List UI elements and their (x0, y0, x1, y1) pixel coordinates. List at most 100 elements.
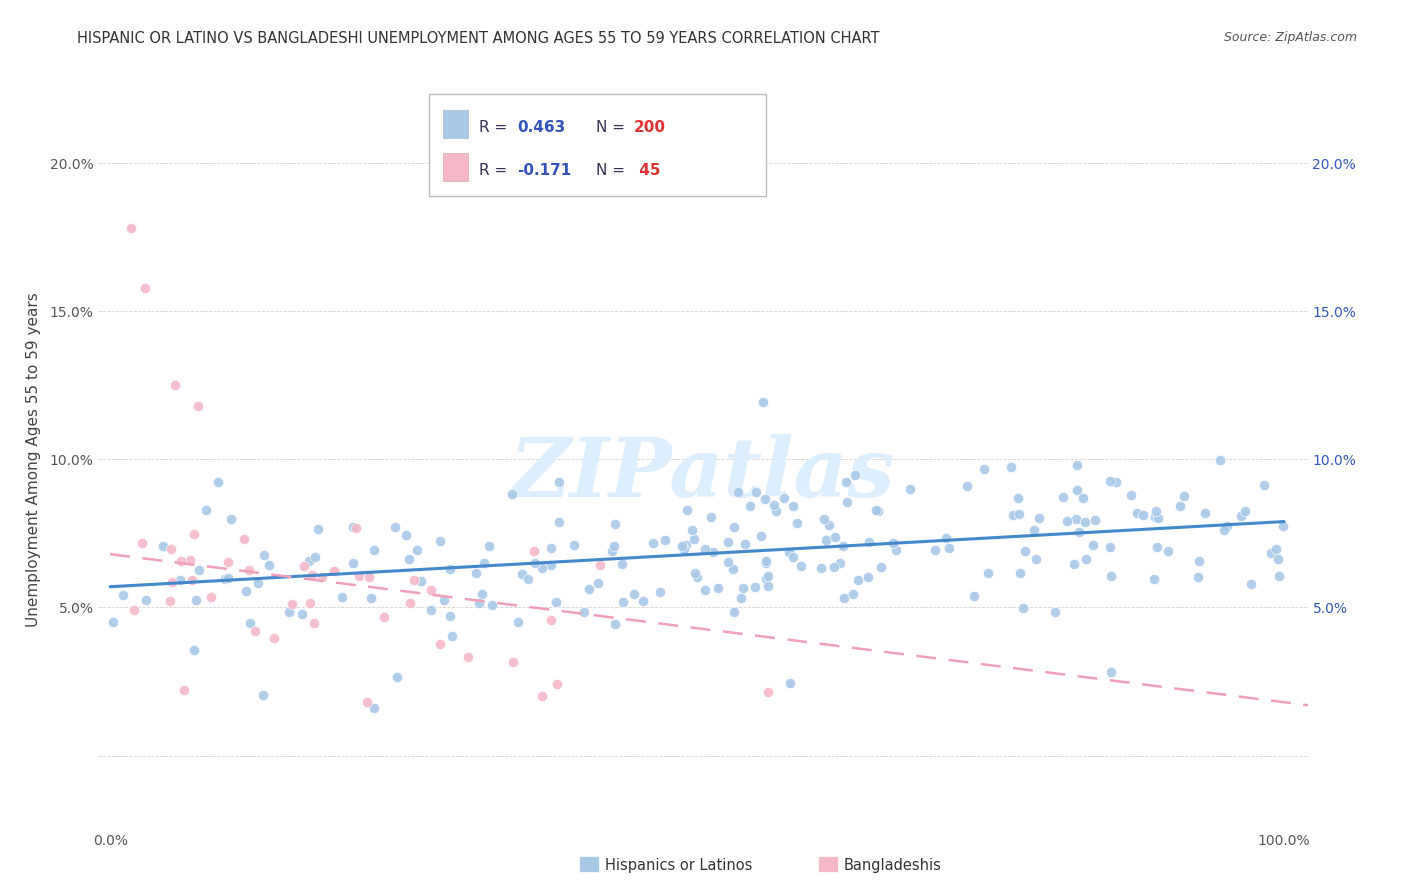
Point (395, 528, 418, 542)
Point (298, 596, 321, 610)
Point (1081, 538, 1104, 552)
Point (1084, 513, 1107, 527)
Point (214, 572, 236, 586)
Point (481, 598, 503, 612)
Point (510, 567, 533, 582)
Point (786, 516, 808, 530)
Point (253, 549, 276, 563)
Point (468, 596, 491, 610)
Point (723, 520, 745, 534)
Point (1209, 453, 1232, 467)
Point (207, 475, 229, 489)
Point (344, 521, 367, 535)
Point (603, 517, 626, 532)
Point (406, 543, 429, 558)
Point (385, 669, 408, 683)
Point (219, 512, 242, 526)
Point (562, 538, 585, 552)
Point (540, 558, 562, 573)
Point (238, 563, 260, 577)
Point (547, 515, 569, 529)
Point (648, 584, 671, 599)
Point (280, 597, 302, 611)
Point (773, 491, 796, 505)
Point (813, 512, 835, 526)
Point (1028, 511, 1050, 525)
Point (517, 572, 540, 586)
Point (1265, 542, 1288, 557)
Point (523, 556, 546, 570)
Point (301, 567, 323, 582)
Point (187, 563, 209, 577)
Point (439, 609, 461, 624)
Point (1008, 566, 1031, 580)
Point (1052, 490, 1074, 504)
Point (356, 695, 378, 709)
Point (751, 529, 773, 543)
Point (311, 570, 333, 584)
Text: -0.171: -0.171 (517, 163, 572, 178)
Point (373, 609, 395, 624)
Point (1007, 491, 1029, 505)
Point (1260, 546, 1282, 560)
Point (756, 569, 779, 583)
Point (179, 552, 201, 566)
Text: Bangladeshis: Bangladeshis (844, 858, 942, 872)
Point (612, 595, 634, 609)
Point (963, 590, 986, 604)
Point (101, 615, 124, 629)
Point (1063, 557, 1085, 571)
Point (1212, 524, 1234, 538)
Point (623, 587, 645, 601)
Point (1074, 516, 1097, 530)
Text: N =: N = (596, 163, 630, 178)
Point (184, 592, 207, 607)
Point (531, 690, 554, 704)
Point (457, 649, 479, 664)
Point (173, 683, 195, 698)
Point (540, 541, 562, 556)
Point (612, 557, 634, 571)
Point (734, 537, 756, 551)
Point (323, 565, 346, 579)
Point (232, 532, 254, 546)
Point (977, 566, 1000, 580)
Point (672, 541, 695, 556)
Point (439, 562, 461, 576)
Point (1066, 458, 1088, 472)
Point (544, 594, 567, 608)
Point (501, 487, 523, 501)
Point (675, 538, 697, 552)
Point (440, 629, 463, 643)
Point (1121, 488, 1143, 502)
Point (120, 221, 142, 235)
Point (589, 558, 612, 573)
Point (600, 544, 623, 558)
Point (1099, 569, 1122, 583)
Point (502, 655, 524, 669)
Point (1000, 460, 1022, 475)
Point (898, 482, 921, 496)
Point (187, 399, 209, 413)
Point (934, 532, 956, 546)
Point (409, 574, 432, 589)
Point (1066, 483, 1088, 498)
Point (846, 573, 869, 587)
Point (721, 562, 744, 576)
Text: 45: 45 (634, 163, 661, 178)
Point (302, 616, 325, 631)
Point (297, 554, 319, 568)
Point (1012, 600, 1035, 615)
Text: HISPANIC OR LATINO VS BANGLADESHI UNEMPLOYMENT AMONG AGES 55 TO 59 YEARS CORRELA: HISPANIC OR LATINO VS BANGLADESHI UNEMPL… (77, 31, 880, 46)
Point (398, 551, 420, 566)
Point (160, 575, 183, 590)
Point (790, 558, 813, 573)
Point (672, 542, 695, 557)
Point (884, 543, 907, 558)
Point (429, 533, 451, 548)
Point (530, 561, 553, 575)
Point (1132, 508, 1154, 523)
Text: ZIPatlas: ZIPatlas (510, 434, 896, 514)
Point (1188, 554, 1211, 568)
Point (304, 550, 326, 565)
